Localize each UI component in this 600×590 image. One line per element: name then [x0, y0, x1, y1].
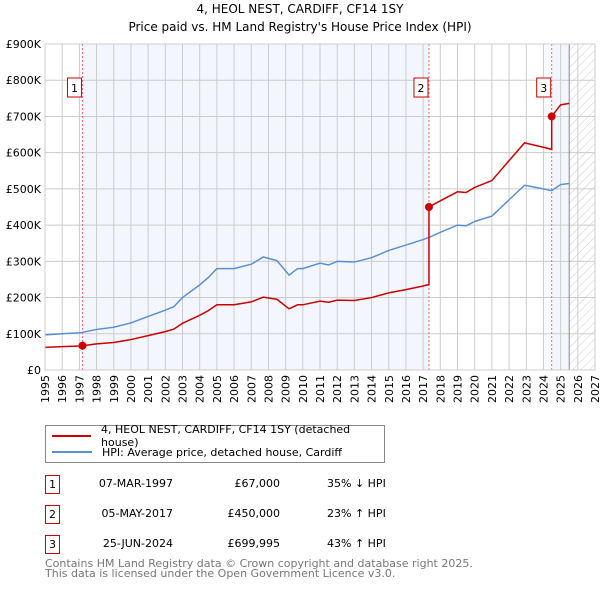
x-tick-label: 2027 — [589, 375, 600, 403]
y-tick-label: £0 — [27, 364, 41, 377]
x-tick-label: 1996 — [56, 375, 69, 403]
x-tick-label: 2022 — [503, 375, 516, 403]
x-tick-label: 1999 — [108, 375, 121, 403]
x-tick-label: 2011 — [314, 375, 327, 403]
chart-subtitle: Price paid vs. HM Land Registry's House … — [128, 20, 471, 34]
sale-label: 1 — [71, 82, 78, 95]
x-tick-label: 2001 — [142, 375, 155, 403]
sale-date: 07-MAR-1997 — [98, 477, 173, 490]
blue-line-swatch — [52, 451, 92, 453]
x-tick-label: 2015 — [383, 375, 396, 403]
sale-hpi-diff: 43% ↑ HPI — [327, 537, 386, 550]
x-tick-label: 1995 — [39, 375, 52, 403]
legend: 4, HEOL NEST, CARDIFF, CF14 1SY (detache… — [45, 423, 385, 463]
property-price-line — [44, 102, 570, 349]
x-tick-label: 2018 — [434, 375, 447, 403]
y-tick-label: £800K — [6, 74, 42, 87]
sale-label-box — [413, 77, 429, 98]
x-tick-label: 2012 — [331, 375, 344, 403]
y-tick-label: £100K — [6, 328, 42, 341]
legend-label: 4, HEOL NEST, CARDIFF, CF14 1SY (detache… — [101, 423, 351, 449]
hpi-line — [44, 182, 570, 336]
sale-label-box — [536, 77, 552, 98]
x-tick-label: 2009 — [280, 375, 293, 403]
x-tick-label: 2006 — [228, 375, 241, 403]
sale-price: £450,000 — [227, 507, 281, 520]
sale-hpi-diff: 35% ↓ HPI — [327, 477, 386, 490]
sale-marker-badge: 3 — [45, 535, 60, 554]
sale-price: £67,000 — [234, 477, 281, 490]
sale-point — [424, 203, 433, 211]
x-tick-label: 2025 — [555, 375, 568, 403]
y-tick-label: £600K — [6, 147, 42, 160]
x-tick-label: 2014 — [366, 375, 379, 403]
x-tick-label: 2024 — [537, 375, 550, 403]
forecast-hatch — [569, 44, 595, 370]
sale-point — [547, 112, 556, 121]
sale-date: 05-MAY-2017 — [101, 507, 173, 520]
x-tick-label: 2020 — [469, 375, 482, 403]
sale-row: 1 07-MAR-1997 £67,000 35% ↓ HPI — [45, 475, 445, 494]
x-tick-label: 2019 — [452, 375, 465, 403]
x-tick-label: 2004 — [194, 375, 207, 403]
sale-price: £699,995 — [227, 537, 281, 550]
sale-row: 3 25-JUN-2024 £699,995 43% ↑ HPI — [45, 535, 445, 554]
x-tick-label: 2005 — [211, 375, 224, 403]
plot-border — [44, 43, 596, 371]
x-tick-label: 2013 — [348, 375, 361, 403]
y-tick-label: £300K — [6, 255, 42, 268]
y-tick-label: £400K — [6, 219, 42, 232]
sale-marker-badge: 2 — [45, 505, 60, 524]
chart-title: 4, HEOL NEST, CARDIFF, CF14 1SY — [196, 2, 404, 16]
x-tick-label: 2007 — [245, 375, 258, 403]
x-tick-label: 2003 — [177, 375, 190, 403]
sale-point — [78, 341, 87, 350]
sale-date: 25-JUN-2024 — [102, 537, 173, 550]
y-tick-label: £900K — [6, 38, 42, 51]
footer-copyright: Contains HM Land Registry data © Crown c… — [45, 557, 473, 570]
x-tick-label: 2010 — [297, 375, 310, 403]
sale-marker-badge: 1 — [45, 475, 60, 494]
legend-label: HPI: Average price, detached house, Card… — [102, 445, 342, 459]
y-tick-label: £200K — [6, 292, 42, 305]
x-tick-label: 2026 — [572, 375, 585, 403]
x-tick-label: 2023 — [520, 375, 533, 403]
x-tick-label: 2016 — [400, 375, 413, 403]
price-chart: 4, HEOL NEST, CARDIFF, CF14 1SY Price pa… — [6, 2, 600, 403]
x-tick-label: 2008 — [262, 375, 275, 403]
sale-row: 2 05-MAY-2017 £450,000 23% ↑ HPI — [45, 505, 445, 524]
sale-label: 2 — [417, 82, 424, 95]
x-tick-label: 1997 — [73, 375, 86, 403]
sale-label-box — [66, 77, 82, 98]
x-tick-label: 2017 — [417, 375, 430, 403]
y-tick-label: £700K — [6, 110, 42, 123]
sale-label: 3 — [540, 82, 547, 95]
legend-item-property: 4, HEOL NEST, CARDIFF, CF14 1SY (detache… — [46, 423, 384, 449]
sale-hpi-diff: 23% ↑ HPI — [327, 507, 386, 520]
x-tick-label: 2002 — [159, 375, 172, 403]
x-tick-label: 1998 — [91, 375, 104, 403]
footer: Contains HM Land Registry data © Crown c… — [45, 557, 473, 580]
x-tick-label: 2021 — [486, 375, 499, 403]
footer-licence: This data is licensed under the Open Gov… — [45, 567, 396, 580]
legend-item-hpi: HPI: Average price, detached house, Card… — [46, 444, 342, 460]
red-line-swatch — [52, 435, 92, 437]
x-tick-label: 2000 — [125, 375, 138, 403]
y-tick-label: £500K — [6, 183, 42, 196]
